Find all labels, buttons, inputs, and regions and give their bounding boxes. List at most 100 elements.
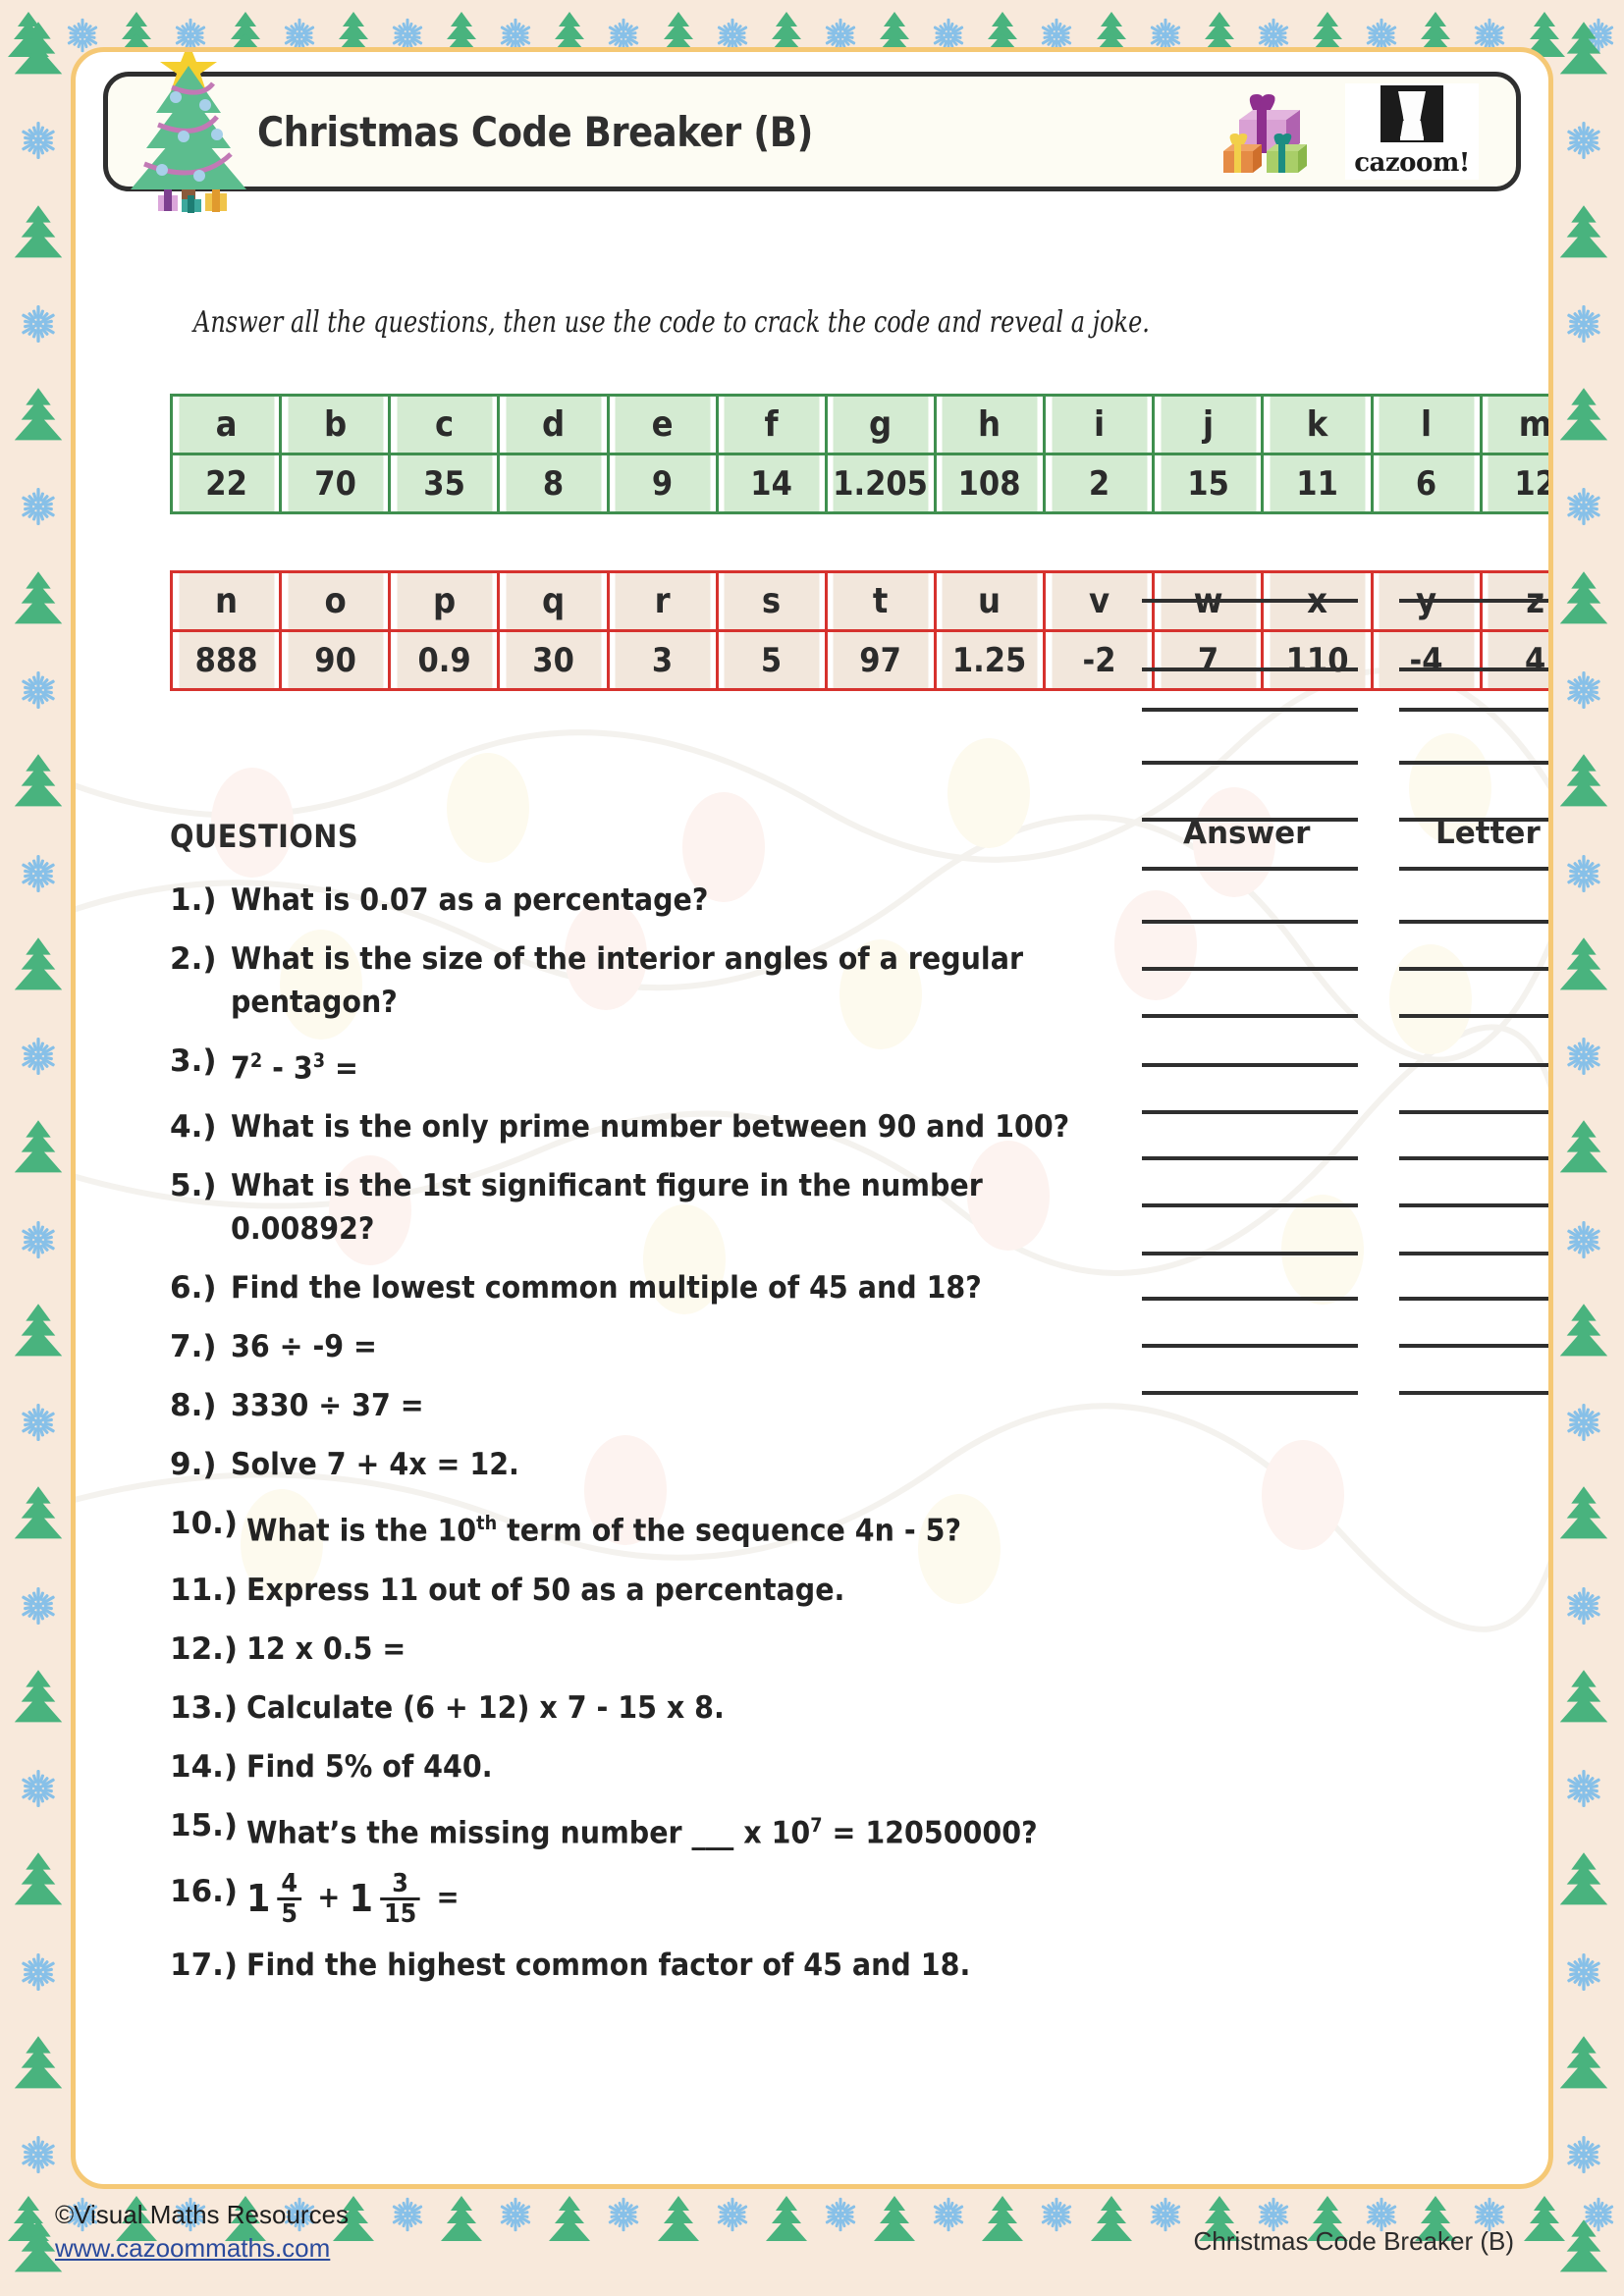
answer-blank-line[interactable]	[1142, 667, 1358, 671]
snowflake-icon	[22, 1038, 55, 1075]
snowflake-icon	[22, 2136, 55, 2174]
code-value-cell: 108	[939, 453, 1041, 514]
question-number: 16.)	[170, 1873, 239, 1909]
tree-icon	[1090, 2196, 1132, 2241]
question-row: 16.) 1 4 5 +1 3 15 =	[170, 1870, 1162, 1928]
question-row: 17.) Find the highest common factor of 45…	[170, 1944, 1162, 1987]
snowflake-icon	[717, 18, 747, 53]
letter-blank-line[interactable]	[1399, 1014, 1548, 1018]
title-banner: Christmas Code Breaker (B)	[103, 72, 1521, 191]
letter-blank-line[interactable]	[1399, 1297, 1548, 1301]
question-text: Find 5% of 440.	[246, 1748, 493, 1785]
code-value-cell: 35	[393, 453, 495, 514]
letter-blank-line[interactable]	[1399, 761, 1548, 765]
letter-blank-line[interactable]	[1399, 920, 1548, 924]
website-link[interactable]: www.cazoommaths.com	[55, 2233, 331, 2263]
tree-icon	[657, 2196, 699, 2241]
footer-left: ©Visual Maths Resources www.cazoommaths.…	[55, 2198, 349, 2265]
snowflake-icon	[1367, 18, 1397, 53]
christmas-tree-icon	[131, 52, 246, 213]
question-number: 6.)	[170, 1270, 217, 1307]
question-row: 13.) Calculate (6 + 12) x 7 - 15 x 8.	[170, 1686, 1162, 1730]
letter-blank-line[interactable]	[1399, 967, 1548, 971]
code-value-cell: 15	[1157, 453, 1259, 514]
code-letter-cell: j	[1157, 394, 1259, 455]
answer-blank-line[interactable]	[1142, 1110, 1358, 1114]
copyright-text: ©Visual Maths Resources	[55, 2200, 350, 2229]
snowflake-icon	[22, 488, 55, 526]
snowflake-icon	[1567, 122, 1600, 160]
letter-blank-line[interactable]	[1399, 667, 1548, 671]
tree-icon	[14, 571, 63, 624]
letter-blank-line[interactable]	[1399, 818, 1548, 822]
letter-blank-line[interactable]	[1399, 1391, 1548, 1395]
letter-blank-line[interactable]	[1399, 1203, 1548, 1207]
tree-icon	[765, 2196, 807, 2241]
code-letter-cell: g	[830, 394, 932, 455]
snowflake-icon	[1258, 2197, 1289, 2232]
answer-blank-line[interactable]	[1142, 708, 1358, 712]
answer-blank-line[interactable]	[1142, 867, 1358, 871]
snowflake-icon	[284, 2197, 314, 2232]
answer-blank-line[interactable]	[1142, 920, 1358, 924]
code-letter-cell: s	[721, 570, 823, 632]
instruction-text: Answer all the questions, then use the c…	[193, 305, 1150, 340]
answer-blank-line[interactable]	[1142, 1014, 1358, 1018]
question-text: Find the lowest common multiple of 45 an…	[231, 1270, 982, 1307]
snowflake-icon	[609, 2197, 639, 2232]
answer-blank-line[interactable]	[1142, 1252, 1358, 1255]
snowflake-icon	[934, 18, 964, 53]
tree-icon	[14, 1486, 63, 1539]
answer-blank-line[interactable]	[1142, 1391, 1358, 1395]
question-text: Find the highest common factor of 45 and…	[246, 1947, 971, 1983]
code-letter-cell: v	[1048, 570, 1150, 632]
letter-blank-line[interactable]	[1399, 1252, 1548, 1255]
code-letter-cell: n	[175, 570, 277, 632]
tree-icon	[14, 754, 63, 807]
snowflake-icon	[22, 1586, 55, 1625]
snowflake-icon	[1583, 2197, 1613, 2232]
tree-icon	[116, 2196, 158, 2241]
tree-icon	[1559, 2036, 1608, 2089]
border-decoration-left	[0, 0, 77, 2296]
answer-blank-line[interactable]	[1142, 1297, 1358, 1301]
letter-blank-line[interactable]	[1399, 708, 1548, 712]
snowflake-icon	[284, 18, 314, 53]
tree-icon	[1559, 1120, 1608, 1173]
code-letter-cell: i	[1048, 394, 1150, 455]
snowflake-icon	[825, 2197, 856, 2232]
operator-equals: =	[436, 1881, 460, 1916]
letter-blank-line[interactable]	[1399, 1344, 1548, 1348]
tree-icon	[1523, 2196, 1565, 2241]
code-value-cell: 11	[1267, 453, 1368, 514]
answer-blank-line[interactable]	[1142, 818, 1358, 822]
answer-blank-line[interactable]	[1142, 761, 1358, 765]
answer-blank-line[interactable]	[1142, 1156, 1358, 1160]
letter-blank-line[interactable]	[1399, 1156, 1548, 1160]
answer-blank-line[interactable]	[1142, 967, 1358, 971]
code-value-cell: 12	[1485, 453, 1548, 514]
letter-blank-line[interactable]	[1399, 867, 1548, 871]
tree-icon	[1559, 2218, 1608, 2271]
snowflake-icon	[1567, 1220, 1600, 1258]
code-value-cell: 14	[721, 453, 823, 514]
code-value-cell: 22	[175, 453, 277, 514]
snowflake-icon	[825, 18, 856, 53]
letter-blank-line[interactable]	[1399, 599, 1548, 603]
snowflake-icon	[22, 1404, 55, 1441]
letter-blank-line[interactable]	[1399, 1063, 1548, 1067]
code-letter-cell: o	[284, 570, 386, 632]
snowflake-icon	[1042, 2197, 1072, 2232]
answer-blank-line[interactable]	[1142, 1344, 1358, 1348]
answer-blank-line[interactable]	[1142, 1063, 1358, 1067]
tree-icon	[14, 204, 63, 258]
letter-blank-line[interactable]	[1399, 1110, 1548, 1114]
tree-icon	[1559, 937, 1608, 990]
code-value-cell: 9	[612, 453, 713, 514]
denominator: 15	[380, 1896, 420, 1928]
answer-blank-line[interactable]	[1142, 599, 1358, 603]
tree-icon	[1559, 1670, 1608, 1723]
snowflake-icon	[22, 305, 55, 343]
answer-blank-line[interactable]	[1142, 1203, 1358, 1207]
